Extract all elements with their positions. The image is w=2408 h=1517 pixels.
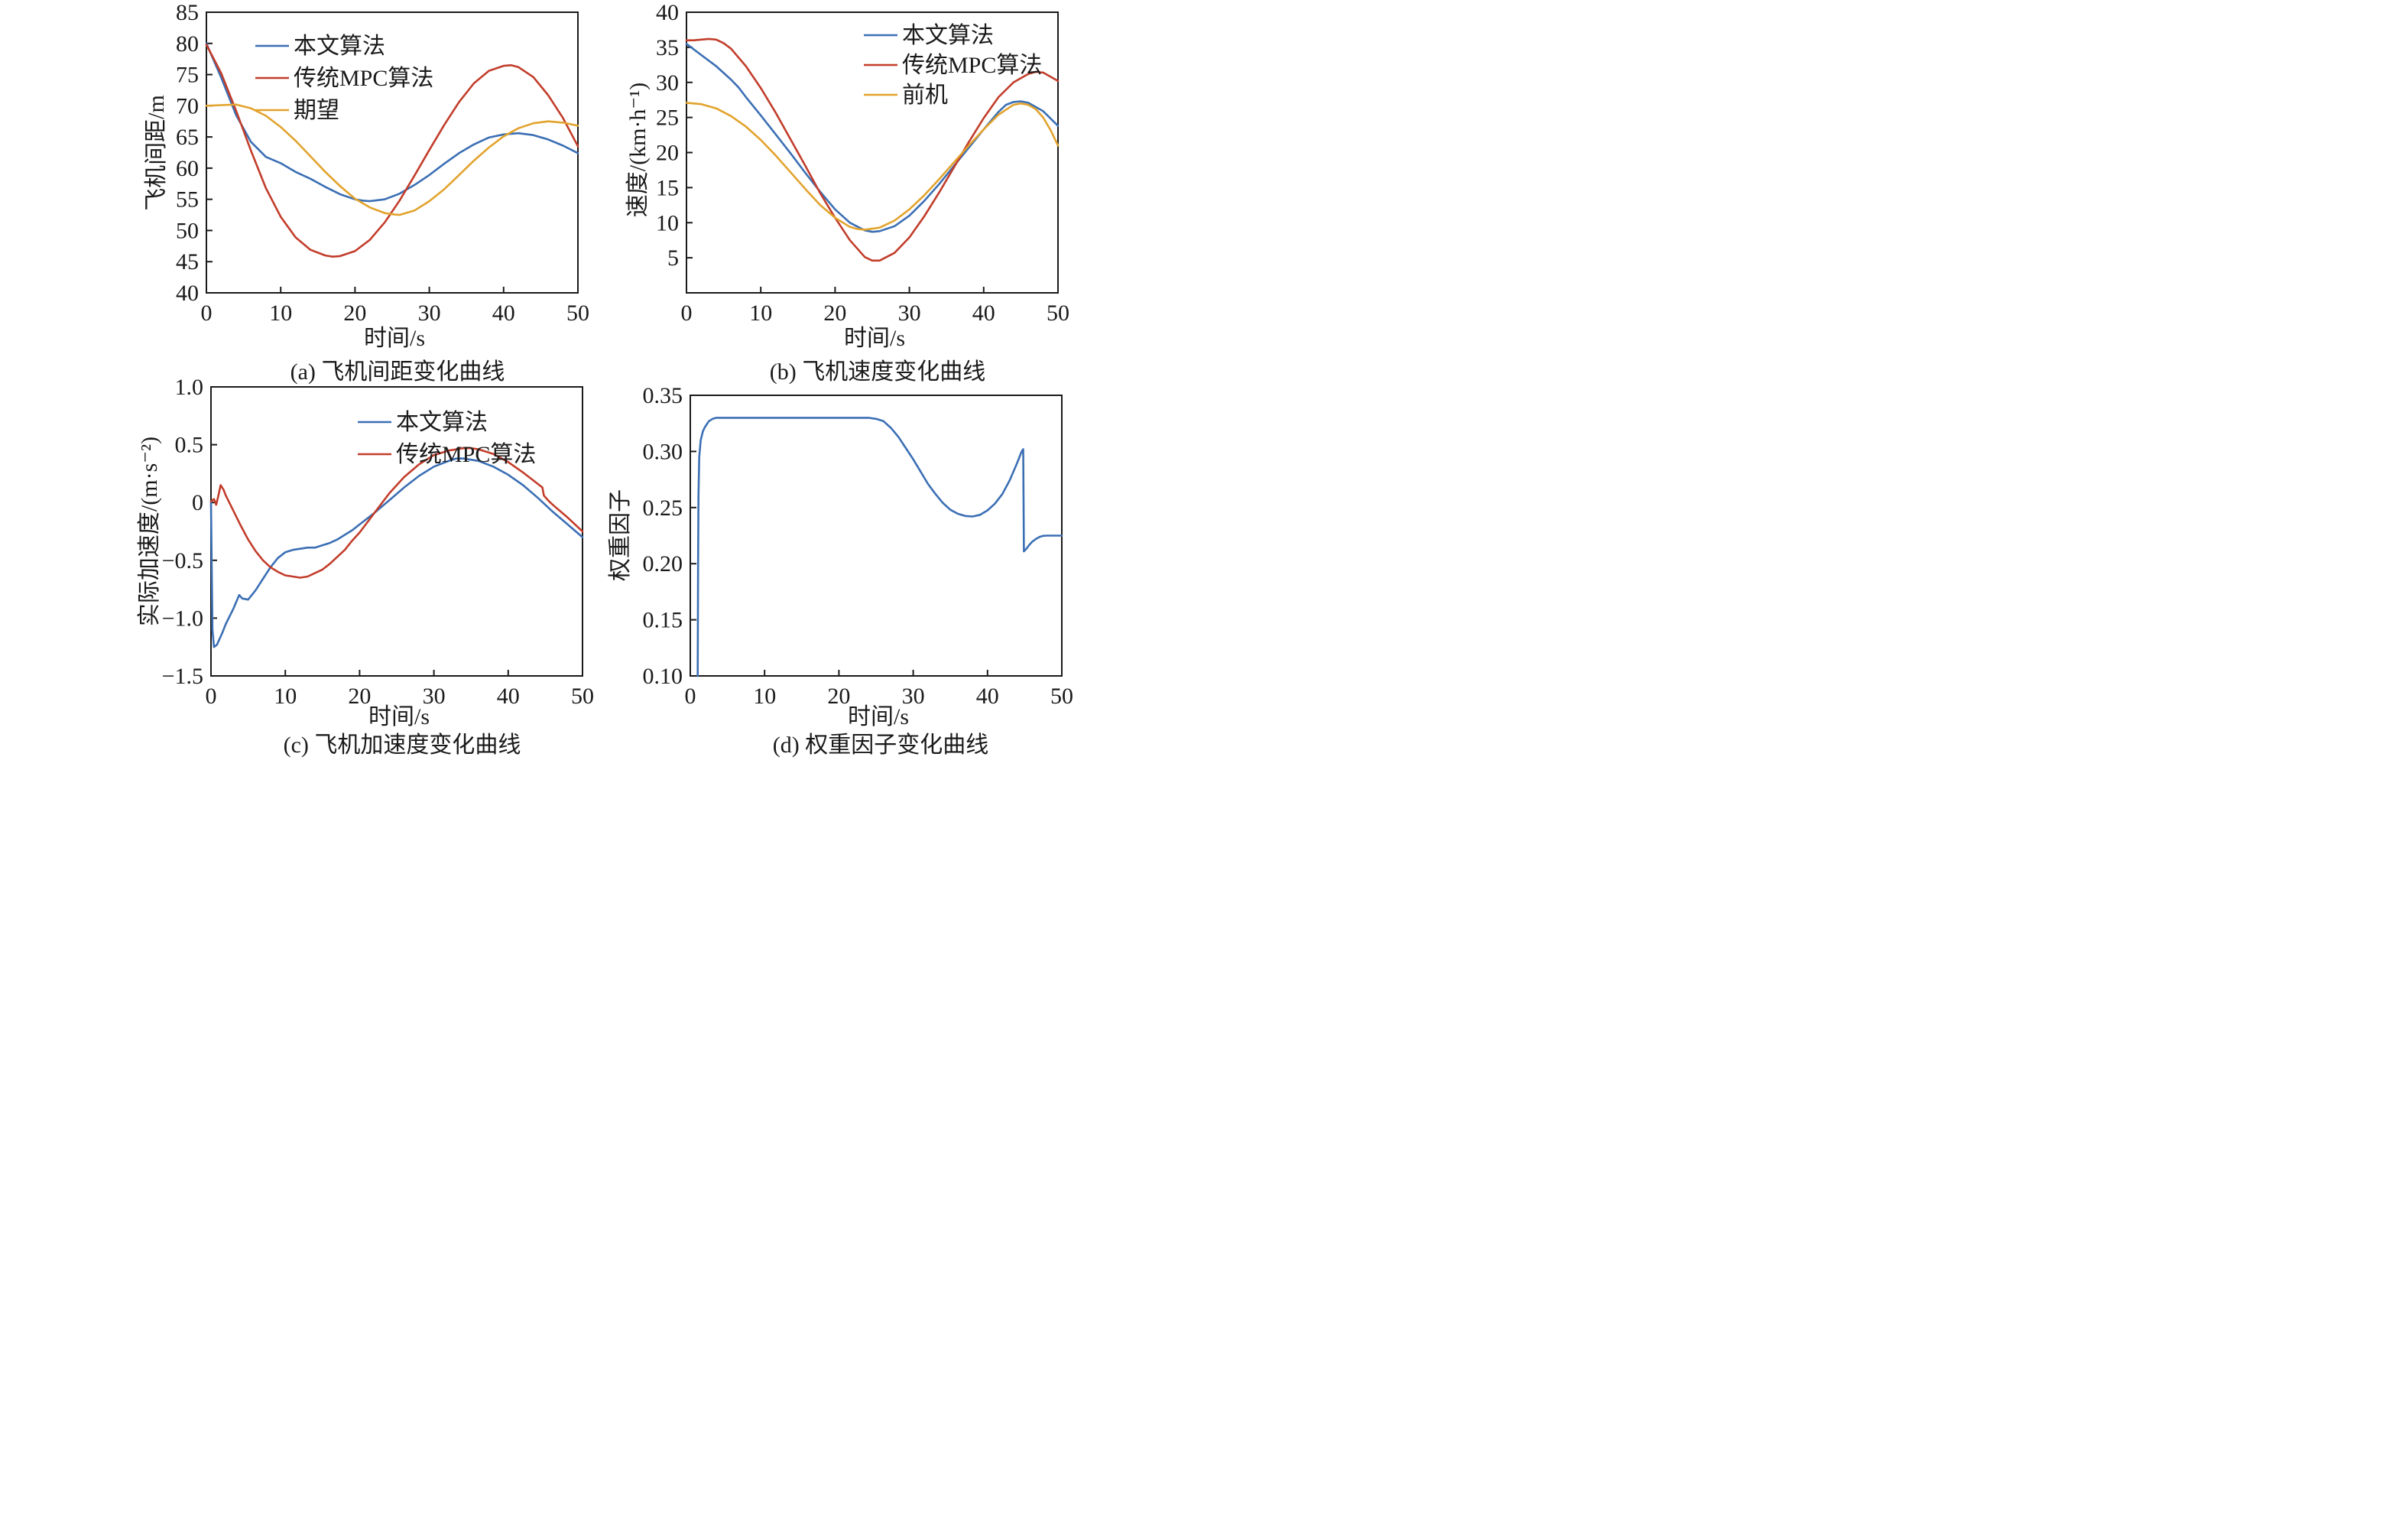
- y-tick-label: 0.10: [643, 664, 683, 689]
- panel-a-series-1: [205, 44, 579, 258]
- y-tick-label: −1.5: [162, 664, 203, 689]
- y-tick-label: 15: [656, 175, 679, 200]
- panel-c-series-0: [209, 457, 584, 648]
- y-tick-label: 35: [656, 35, 679, 60]
- y-tick-label: 70: [176, 93, 199, 119]
- panel-c: 0 10 20 30 40 50 −1.5 −1.0 −0.5 0 0.5 1.0 本文算法传统MPC算…: [162, 375, 594, 709]
- y-tick-label: 0.15: [643, 608, 683, 633]
- legend-label: 期望: [294, 98, 339, 123]
- panel-a-series-2: [205, 103, 579, 216]
- panel-b-ylabel: 速度/(km·h⁻¹): [625, 82, 651, 218]
- y-tick-label: 0.30: [643, 439, 683, 464]
- panel-d-xlabel: 时间/s: [847, 704, 910, 729]
- y-tick-label: 5: [667, 245, 679, 271]
- panel-b-series-1: [685, 37, 1060, 262]
- legend-label: 传统MPC算法: [294, 66, 433, 91]
- y-tick-label: 85: [176, 0, 199, 25]
- y-tick-label: −0.5: [162, 548, 203, 573]
- legend-label: 本文算法: [294, 34, 385, 59]
- x-tick-label: 30: [423, 684, 446, 709]
- x-tick-label: 0: [685, 684, 696, 709]
- panel-a-series-0: [205, 42, 579, 203]
- x-tick-label: 30: [898, 300, 921, 326]
- panel-c-ylabel: 实际加速度/(m·s⁻²): [137, 436, 162, 627]
- legend-label: 本文算法: [396, 410, 488, 435]
- y-tick-label: 0.25: [643, 495, 683, 521]
- y-tick-label: 75: [176, 63, 199, 88]
- y-tick-label: 20: [656, 141, 679, 166]
- y-tick-label: 50: [176, 218, 199, 243]
- x-tick-label: 30: [418, 300, 441, 326]
- y-tick-label: 60: [176, 156, 199, 181]
- y-tick-label: 40: [656, 0, 679, 25]
- x-tick-label: 20: [823, 300, 846, 326]
- x-tick-label: 0: [201, 300, 213, 326]
- x-tick-label: 10: [749, 300, 772, 326]
- figure-canvas: 0 10 20 30 40 50 40 45 50 55 60 65 70 75 80 85 本文算法 传统MPC…: [0, 0, 1204, 758]
- panel-b-caption: (b) 飞机速度变化曲线: [769, 359, 986, 385]
- panel-c-caption: (c) 飞机加速度变化曲线: [283, 733, 521, 758]
- panel-d-series-0: [696, 417, 1063, 677]
- panel-c-series-1: [209, 447, 584, 579]
- legend-label: 传统MPC算法: [902, 53, 1042, 78]
- y-tick-label: 0: [192, 490, 203, 515]
- y-tick-label: 0.5: [175, 433, 204, 458]
- x-tick-label: 30: [902, 684, 925, 709]
- x-tick-label: 0: [681, 300, 693, 326]
- x-tick-label: 50: [566, 300, 589, 326]
- x-tick-label: 10: [753, 684, 776, 709]
- x-tick-label: 50: [1047, 300, 1069, 326]
- y-tick-label: 80: [176, 31, 199, 57]
- y-tick-label: 0.35: [643, 383, 683, 408]
- y-tick-label: −1.0: [162, 606, 203, 631]
- panel-a-caption: (a) 飞机间距变化曲线: [290, 359, 505, 385]
- panel-c-xlabel: 时间/s: [368, 704, 430, 729]
- panel-a-ylabel: 飞机间距/m: [144, 95, 169, 211]
- panel-b-series-0: [685, 43, 1060, 233]
- legend-label: 本文算法: [902, 23, 994, 48]
- legend-label: 前机: [902, 83, 948, 108]
- y-tick-label: 10: [656, 210, 679, 236]
- x-tick-label: 0: [206, 684, 217, 709]
- y-tick-label: 30: [656, 70, 679, 96]
- panel-b-series-2: [685, 102, 1060, 231]
- x-tick-label: 50: [1050, 684, 1073, 709]
- y-tick-label: 40: [176, 281, 199, 306]
- panel-d-caption: (d) 权重因子变化曲线: [772, 733, 989, 758]
- x-tick-label: 10: [269, 300, 292, 326]
- panel-a-xlabel: 时间/s: [363, 326, 426, 351]
- panel-d-frame: [690, 395, 1063, 677]
- y-tick-label: 55: [176, 187, 199, 213]
- y-tick-label: 45: [176, 249, 199, 274]
- x-tick-label: 20: [827, 684, 850, 709]
- panel-b-xlabel: 时间/s: [843, 326, 906, 351]
- y-tick-label: 65: [176, 125, 199, 150]
- x-tick-label: 20: [348, 684, 371, 709]
- y-tick-label: 25: [656, 106, 679, 131]
- x-tick-label: 40: [497, 684, 520, 709]
- panel-a: 0 10 20 30 40 50 40 45 50 55 60 65 70 75 80 85 本文算法传统MPC…: [176, 0, 589, 326]
- panel-d: 0 10 20 30 40 50 0.10 0.15 0.20 0.25 0.30 0.35: [643, 383, 1074, 709]
- x-tick-label: 40: [492, 300, 515, 326]
- x-tick-label: 50: [571, 684, 594, 709]
- legend-label: 传统MPC算法: [396, 442, 536, 467]
- panel-d-ylabel: 权重因子: [608, 489, 633, 581]
- x-tick-label: 10: [274, 684, 297, 709]
- y-tick-label: 1.0: [175, 375, 204, 400]
- x-tick-label: 40: [976, 684, 999, 709]
- y-tick-label: 0.20: [643, 551, 683, 577]
- x-tick-label: 40: [972, 300, 995, 326]
- charts-svg: 0 10 20 30 40 5040455055606570758085本文算法传统MPC…: [162, 0, 1074, 709]
- x-tick-label: 20: [343, 300, 366, 326]
